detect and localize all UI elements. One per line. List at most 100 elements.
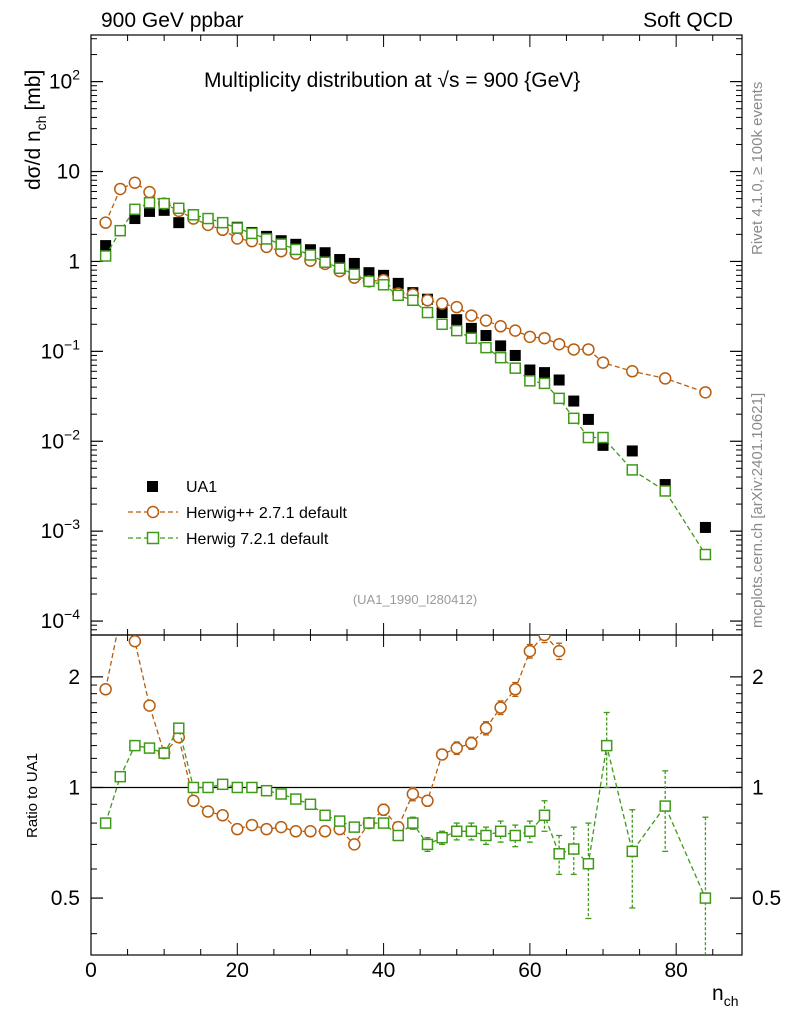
ratio-series-layer xyxy=(99,612,712,955)
ratio-point-herwig-7-2-1-default xyxy=(494,825,507,838)
ratio-point-herwig-7-2-1-default xyxy=(626,845,639,858)
data-point-herwig-7-2-1-default xyxy=(494,351,507,364)
data-point-herwig-2-7-1-default xyxy=(582,343,595,356)
data-point-ua1 xyxy=(524,364,536,376)
data-point-ua1 xyxy=(480,330,492,342)
data-point-herwig-2-7-1-default xyxy=(231,232,244,245)
ratio-point-herwig-2-7-1-default xyxy=(304,825,317,838)
xtick-label: 40 xyxy=(372,959,395,982)
data-point-herwig-7-2-1-default xyxy=(290,243,302,256)
data-point-ua1 xyxy=(509,349,521,361)
data-point-herwig-2-7-1-default xyxy=(508,324,522,337)
legend-label-herwig7: Herwig 7.2.1 default xyxy=(186,531,329,548)
ratio-point-herwig-7-2-1-default xyxy=(659,800,671,812)
plot-title: Multiplicity distribution at √s = 900 {G… xyxy=(204,69,580,92)
legend-label-herwigpp: Herwig++ 2.7.1 default xyxy=(186,505,348,522)
ratio-point-herwig-7-2-1-default xyxy=(377,817,390,829)
data-point-ua1 xyxy=(392,277,404,289)
data-point-herwig-2-7-1-default xyxy=(143,185,156,199)
ratio-point-herwig-2-7-1-default xyxy=(289,825,303,838)
main-series-layer xyxy=(99,176,712,561)
main-ytick-base: 10 xyxy=(41,610,64,633)
ratio-point-herwig-2-7-1-default xyxy=(128,635,142,648)
legend: UA1 Herwig++ 2.7.1 default Herwig 7.2.1 … xyxy=(128,479,348,548)
data-point-herwig-7-2-1-default xyxy=(568,412,580,425)
data-point-ua1 xyxy=(568,395,580,407)
ratio-point-herwig-7-2-1-default xyxy=(568,843,580,855)
ratio-point-herwig-7-2-1-default xyxy=(173,722,185,734)
ratio-point-herwig-2-7-1-default xyxy=(274,820,288,834)
data-point-herwig-7-2-1-default xyxy=(553,392,565,405)
data-point-ua1 xyxy=(465,322,477,334)
ratio-point-herwig-2-7-1-default xyxy=(465,736,478,750)
ratio-point-herwig-7-2-1-default xyxy=(699,892,712,904)
data-point-herwig-7-2-1-default xyxy=(348,268,361,281)
mcplots-credit-label: mcplots.cern.ch [arXiv:2401.10621] xyxy=(749,393,766,628)
data-point-herwig-7-2-1-default xyxy=(421,306,434,319)
main-ytick-label: 10−2 xyxy=(41,426,81,453)
main-ytick-exp: −2 xyxy=(64,426,80,442)
data-point-herwig-7-2-1-default xyxy=(659,485,671,497)
ratio-point-herwig-7-2-1-default xyxy=(187,781,200,794)
data-point-herwig-7-2-1-default xyxy=(465,332,478,344)
ratio-point-herwig-2-7-1-default xyxy=(115,612,126,623)
data-point-herwig-7-2-1-default xyxy=(173,202,185,215)
ratio-point-herwig-7-2-1-default xyxy=(348,821,361,833)
ratio-point-herwig-7-2-1-default xyxy=(600,739,613,752)
data-point-ua1 xyxy=(348,257,360,269)
data-point-ua1 xyxy=(699,521,711,533)
data-point-herwig-7-2-1-default xyxy=(597,431,609,444)
data-point-herwig-7-2-1-default xyxy=(524,375,536,387)
data-point-herwig-7-2-1-default xyxy=(158,197,170,210)
data-point-herwig-2-7-1-default xyxy=(465,309,478,322)
ratio-point-herwig-2-7-1-default xyxy=(318,825,332,838)
ratio-point-herwig-7-2-1-default xyxy=(333,815,346,827)
data-point-herwig-2-7-1-default xyxy=(128,176,142,190)
ratio-point-herwig-2-7-1-default xyxy=(377,803,390,816)
ratio-point-herwig-7-2-1-default xyxy=(319,809,331,822)
ratio-ytick-label-left: 0.5 xyxy=(51,887,80,910)
main-ytick-base: 10 xyxy=(41,340,64,363)
data-point-herwig-2-7-1-default xyxy=(538,331,551,345)
data-point-ua1 xyxy=(597,439,609,451)
data-point-ua1 xyxy=(436,307,448,319)
xtick-label: 80 xyxy=(664,959,687,982)
ratio-point-herwig-2-7-1-default xyxy=(552,644,566,658)
ratio-series-herwig-7-2-1-default xyxy=(99,711,712,955)
xtick-label: 60 xyxy=(518,959,541,982)
legend-entry-herwigpp: Herwig++ 2.7.1 default xyxy=(128,505,348,522)
main-ytick-base: 10 xyxy=(41,430,64,453)
main-ylabel-unit: [mb] xyxy=(22,70,45,111)
main-ytick-label: 10−1 xyxy=(41,336,81,363)
data-point-ua1 xyxy=(129,213,141,225)
ratio-point-herwig-7-2-1-default xyxy=(436,831,448,844)
data-point-herwig-7-2-1-default xyxy=(480,341,492,354)
plot-title-math: √s = 900 {GeV} xyxy=(437,69,580,92)
data-point-herwig-7-2-1-default xyxy=(377,279,390,291)
legend-entry-ua1: UA1 xyxy=(147,479,217,496)
main-ytick-label: 10−4 xyxy=(41,606,81,633)
data-point-ua1 xyxy=(173,217,185,229)
ratio-series-herwig-2-7-1-default xyxy=(99,612,566,851)
data-point-herwig-2-7-1-default xyxy=(567,343,581,356)
ratio-point-herwig-2-7-1-default xyxy=(260,822,273,836)
main-ytick-label: 10−3 xyxy=(41,516,81,543)
data-point-herwig-7-2-1-default xyxy=(538,377,551,390)
data-point-ua1 xyxy=(158,204,170,216)
data-point-herwig-2-7-1-default xyxy=(596,356,610,369)
ratio-point-herwig-7-2-1-default xyxy=(143,742,156,754)
data-point-herwig-2-7-1-default xyxy=(99,216,112,229)
main-ytick-exp: 2 xyxy=(72,67,80,83)
data-point-herwig-2-7-1-default xyxy=(114,182,127,196)
data-point-herwig-7-2-1-default xyxy=(231,222,244,234)
data-point-herwig-7-2-1-default xyxy=(202,212,214,225)
legend-entry-herwig7: Herwig 7.2.1 default xyxy=(128,531,329,548)
ratio-point-herwig-7-2-1-default xyxy=(524,825,536,838)
main-ytick-label: 102 xyxy=(49,67,80,94)
data-point-ua1 xyxy=(626,445,638,457)
ratio-point-herwig-7-2-1-default xyxy=(114,770,127,783)
series-herwig-7-2-1-default xyxy=(99,196,712,561)
data-point-herwig-7-2-1-default xyxy=(450,324,463,337)
legend-marker-herwigpp xyxy=(146,505,160,519)
